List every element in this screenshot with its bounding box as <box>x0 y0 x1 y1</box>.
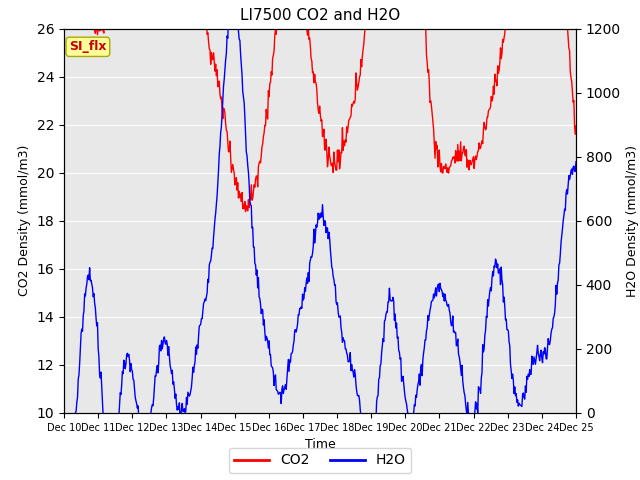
Y-axis label: CO2 Density (mmol/m3): CO2 Density (mmol/m3) <box>18 145 31 297</box>
Legend: CO2, H2O: CO2, H2O <box>228 448 412 473</box>
Y-axis label: H2O Density (mmol/m3): H2O Density (mmol/m3) <box>627 145 639 297</box>
Title: LI7500 CO2 and H2O: LI7500 CO2 and H2O <box>240 9 400 24</box>
Text: SI_flx: SI_flx <box>69 40 107 53</box>
X-axis label: Time: Time <box>305 438 335 451</box>
